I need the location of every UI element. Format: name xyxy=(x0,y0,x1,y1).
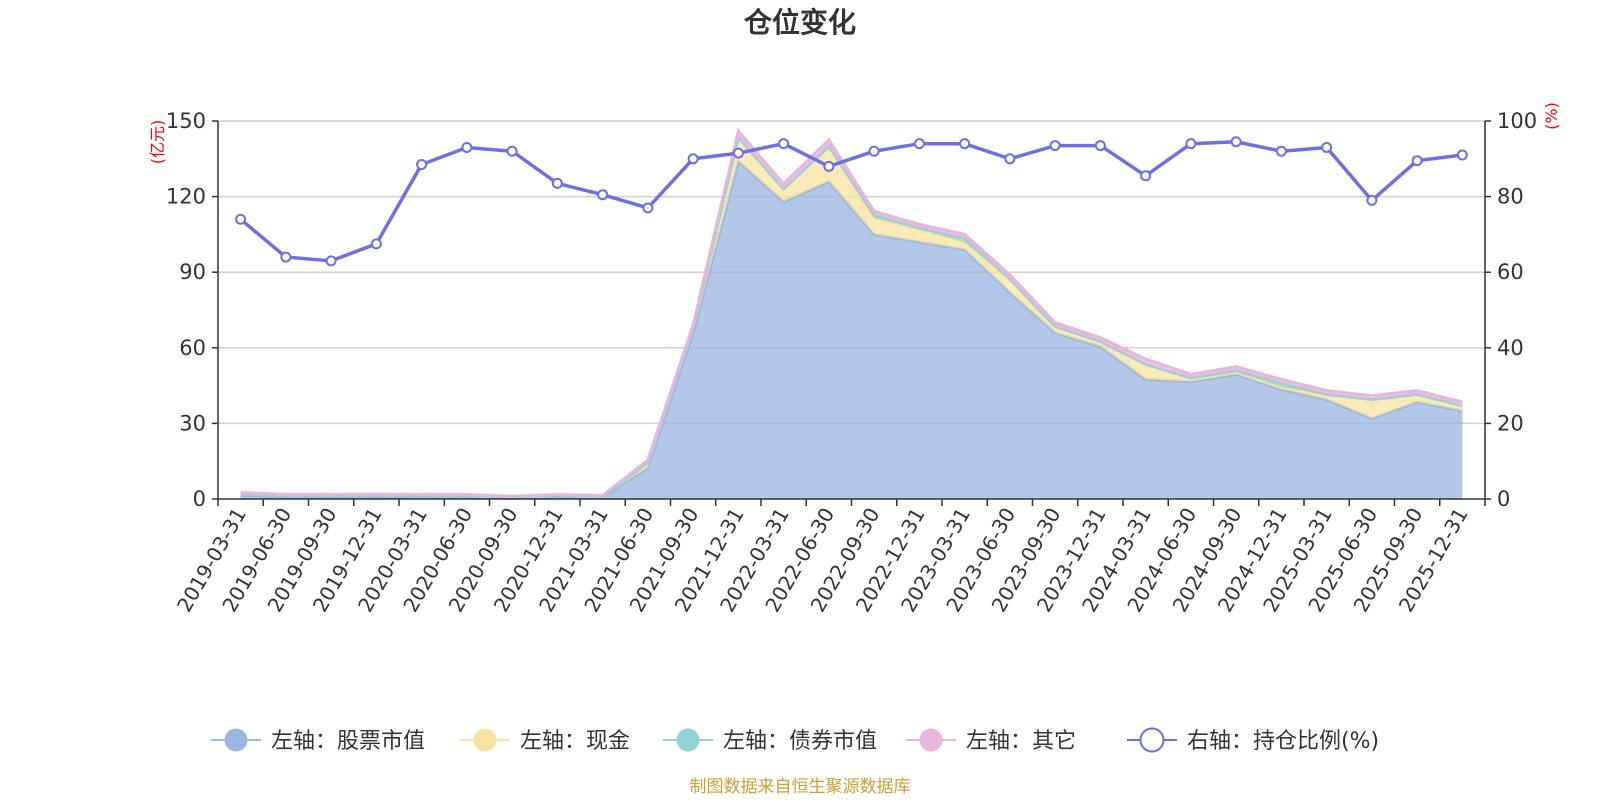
ratio-line xyxy=(239,140,1463,263)
right-tick-label: 60 xyxy=(1497,260,1524,284)
area-band xyxy=(240,161,1463,500)
legend-marker xyxy=(919,728,943,752)
legend-item[interactable]: 左轴：其它 xyxy=(906,728,1076,755)
right-tick-label: 20 xyxy=(1497,411,1524,435)
ratio-point xyxy=(778,138,790,150)
ratio-point xyxy=(506,145,518,157)
ratio-line-series xyxy=(235,136,1468,267)
left-tick-label: 120 xyxy=(166,185,206,209)
legend-marker xyxy=(1139,727,1165,753)
ratio-point xyxy=(235,213,247,225)
ratio-point xyxy=(732,147,744,159)
ratio-point xyxy=(416,158,428,170)
legend-label: 左轴：其它 xyxy=(966,729,1076,754)
ratio-point xyxy=(687,153,699,165)
left-tick-label: 150 xyxy=(166,109,206,133)
ratio-point xyxy=(1275,145,1287,157)
legend-item[interactable]: 左轴：债券市值 xyxy=(663,728,877,755)
ratio-point xyxy=(551,177,563,189)
ratio-point xyxy=(461,141,473,153)
legend-marker xyxy=(224,728,248,752)
ratio-point xyxy=(1411,155,1423,167)
ratio-point xyxy=(280,251,292,263)
ratio-point xyxy=(1094,140,1106,152)
legend[interactable]: 左轴：股票市值 左轴：现金 左轴：债券市值 左轴：其它 右轴：持仓比例(%) xyxy=(211,727,1379,755)
right-axis-unit: (%) xyxy=(1542,102,1561,130)
ratio-point xyxy=(1004,153,1016,165)
ratio-point xyxy=(823,160,835,172)
area-edge-line xyxy=(240,127,1463,498)
left-tick-label: 0 xyxy=(193,487,206,511)
legend-item[interactable]: 右轴：持仓比例(%) xyxy=(1127,727,1379,755)
ratio-point xyxy=(325,255,337,267)
ratio-point xyxy=(1321,141,1333,153)
ratio-point xyxy=(1140,170,1152,182)
left-tick-label: 30 xyxy=(179,411,206,435)
ratio-point xyxy=(913,138,925,150)
left-axis-unit: (亿元) xyxy=(148,120,167,165)
ratio-point xyxy=(1230,136,1242,148)
right-tick-label: 40 xyxy=(1497,336,1524,360)
ratio-point xyxy=(370,238,382,250)
legend-marker xyxy=(473,728,497,752)
legend-label: 右轴：持仓比例(%) xyxy=(1187,729,1379,754)
legend-marker xyxy=(676,728,700,752)
stacked-areas xyxy=(240,127,1463,500)
ratio-point xyxy=(868,145,880,157)
chart-title: 仓位变化 xyxy=(744,6,856,39)
left-tick-label: 60 xyxy=(179,336,206,360)
left-tick-label: 90 xyxy=(179,260,206,284)
source-note: 制图数据来自恒生聚源数据库 xyxy=(690,777,911,797)
right-tick-label: 80 xyxy=(1497,185,1524,209)
ratio-point xyxy=(597,189,609,201)
ratio-point xyxy=(1049,140,1061,152)
right-tick-label: 100 xyxy=(1497,109,1537,133)
legend-label: 左轴：股票市值 xyxy=(271,729,425,754)
legend-item[interactable]: 左轴：现金 xyxy=(460,728,630,755)
ratio-point xyxy=(959,138,971,150)
ratio-point xyxy=(642,202,654,214)
ratio-point xyxy=(1366,194,1378,206)
ratio-point xyxy=(1456,149,1468,161)
legend-item[interactable]: 左轴：股票市值 xyxy=(211,728,425,755)
legend-label: 左轴：债券市值 xyxy=(723,729,877,754)
ratio-point xyxy=(1185,138,1197,150)
legend-label: 左轴：现金 xyxy=(520,729,630,754)
right-tick-label: 0 xyxy=(1497,487,1510,511)
